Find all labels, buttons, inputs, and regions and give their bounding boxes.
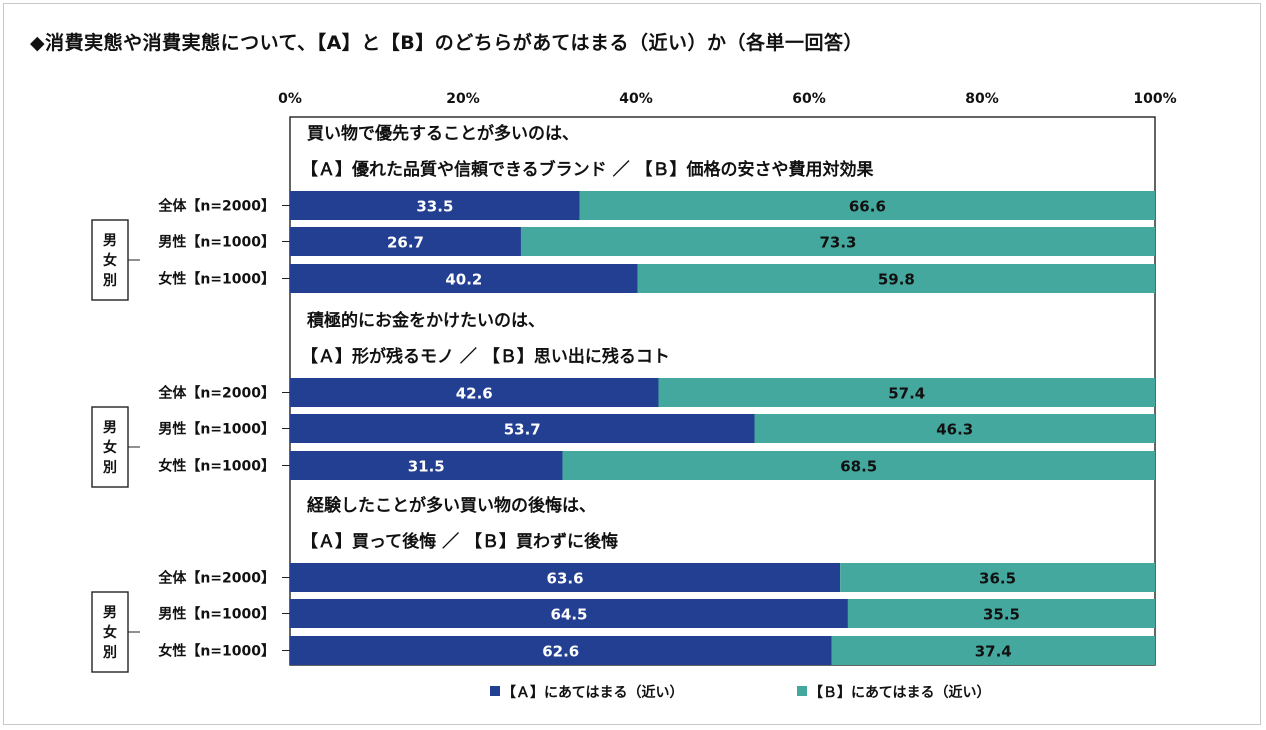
- group-label-char: 別: [102, 645, 117, 661]
- data-label-a: 64.5: [550, 606, 587, 624]
- data-label-a: 33.5: [416, 198, 453, 216]
- row-label: 全体【n=2000】: [157, 385, 275, 402]
- group-label-char: 別: [102, 460, 117, 476]
- data-label-a: 42.6: [456, 385, 493, 403]
- bar-segment-b: [637, 264, 1155, 293]
- bar-segment-b: [658, 378, 1155, 407]
- data-label-b: 68.5: [840, 458, 877, 476]
- x-tick-label: 0%: [278, 91, 302, 107]
- legend-label: 【Ｂ】にあてはまる（近い）: [809, 684, 990, 701]
- question-text-line1: 経験したことが多い買い物の後悔は、: [307, 495, 596, 516]
- data-label-b: 73.3: [819, 234, 856, 252]
- data-label-b: 37.4: [975, 643, 1012, 661]
- bar-segment-b: [754, 414, 1155, 443]
- data-label-b: 46.3: [936, 421, 973, 439]
- data-label-b: 59.8: [878, 271, 915, 289]
- bar-segment-a: [290, 599, 848, 628]
- row-label: 男性【n=1000】: [158, 234, 275, 251]
- group-label-char: 男: [103, 233, 117, 249]
- data-label-b: 36.5: [979, 570, 1016, 588]
- data-label-a: 31.5: [408, 458, 445, 476]
- group-box: [91, 219, 129, 301]
- bar-segment-a: [290, 636, 832, 665]
- bar-segment-b: [840, 563, 1155, 592]
- group-label-char: 女: [103, 439, 117, 456]
- group-label-char: 男: [103, 420, 117, 436]
- row-label: 女性【n=1000】: [158, 458, 275, 475]
- question-text-line1: 積極的にお金をかけたいのは、: [307, 310, 545, 331]
- row-label: 男性【n=1000】: [158, 606, 275, 623]
- data-label-a: 40.2: [445, 271, 482, 289]
- x-tick-label: 40%: [619, 91, 653, 107]
- bar-segment-a: [290, 227, 521, 256]
- data-label-a: 63.6: [547, 570, 584, 588]
- bar-segment-b: [562, 451, 1155, 480]
- bar-segment-a: [290, 451, 563, 480]
- question-text-line2: 【Ａ】買って後悔 ／ 【Ｂ】買わずに後悔: [301, 531, 618, 552]
- data-label-a: 53.7: [504, 421, 541, 439]
- bar-segment-a: [290, 264, 638, 293]
- bar-segment-b: [847, 599, 1155, 628]
- legend-swatch: [797, 686, 807, 696]
- bar-segment-a: [290, 378, 659, 407]
- x-tick-label: 20%: [446, 91, 480, 107]
- bar-segment-a: [290, 414, 755, 443]
- data-label-b: 35.5: [983, 606, 1020, 624]
- group-label-char: 男: [103, 605, 117, 621]
- x-tick-label: 80%: [965, 91, 999, 107]
- bar-segment-b: [579, 191, 1155, 220]
- row-label: 女性【n=1000】: [158, 643, 275, 660]
- bar-segment-a: [290, 191, 580, 220]
- row-label: 全体【n=2000】: [157, 198, 275, 215]
- data-label-a: 62.6: [542, 643, 579, 661]
- bar-segment-b: [520, 227, 1155, 256]
- row-label: 全体【n=2000】: [157, 570, 275, 587]
- data-label-b: 57.4: [888, 385, 925, 403]
- bar-segment-b: [831, 636, 1155, 665]
- group-label-char: 女: [103, 624, 117, 641]
- group-box: [91, 591, 129, 673]
- group-label-char: 別: [102, 273, 117, 289]
- group-label-char: 女: [103, 252, 117, 269]
- bar-segment-a: [290, 563, 841, 592]
- question-text-line2: 【Ａ】優れた品質や信頼できるブランド ／ 【Ｂ】価格の安さや費用対効果: [301, 159, 874, 180]
- legend-label: 【Ａ】にあてはまる（近い）: [502, 684, 683, 701]
- legend-swatch: [490, 686, 500, 696]
- question-text-line1: 買い物で優先することが多いのは、: [307, 123, 579, 144]
- chart-title: ◆消費実態や消費実態について、【A】と【B】のどちらがあてはまる（近い）か（各単…: [30, 32, 864, 54]
- data-label-a: 26.7: [387, 234, 424, 252]
- x-tick-label: 100%: [1133, 91, 1176, 107]
- question-text-line2: 【Ａ】形が残るモノ ／ 【Ｂ】思い出に残るコト: [301, 346, 670, 367]
- data-label-b: 66.6: [849, 198, 886, 216]
- row-label: 男性【n=1000】: [158, 421, 275, 438]
- x-tick-label: 60%: [792, 91, 826, 107]
- row-label: 女性【n=1000】: [158, 271, 275, 288]
